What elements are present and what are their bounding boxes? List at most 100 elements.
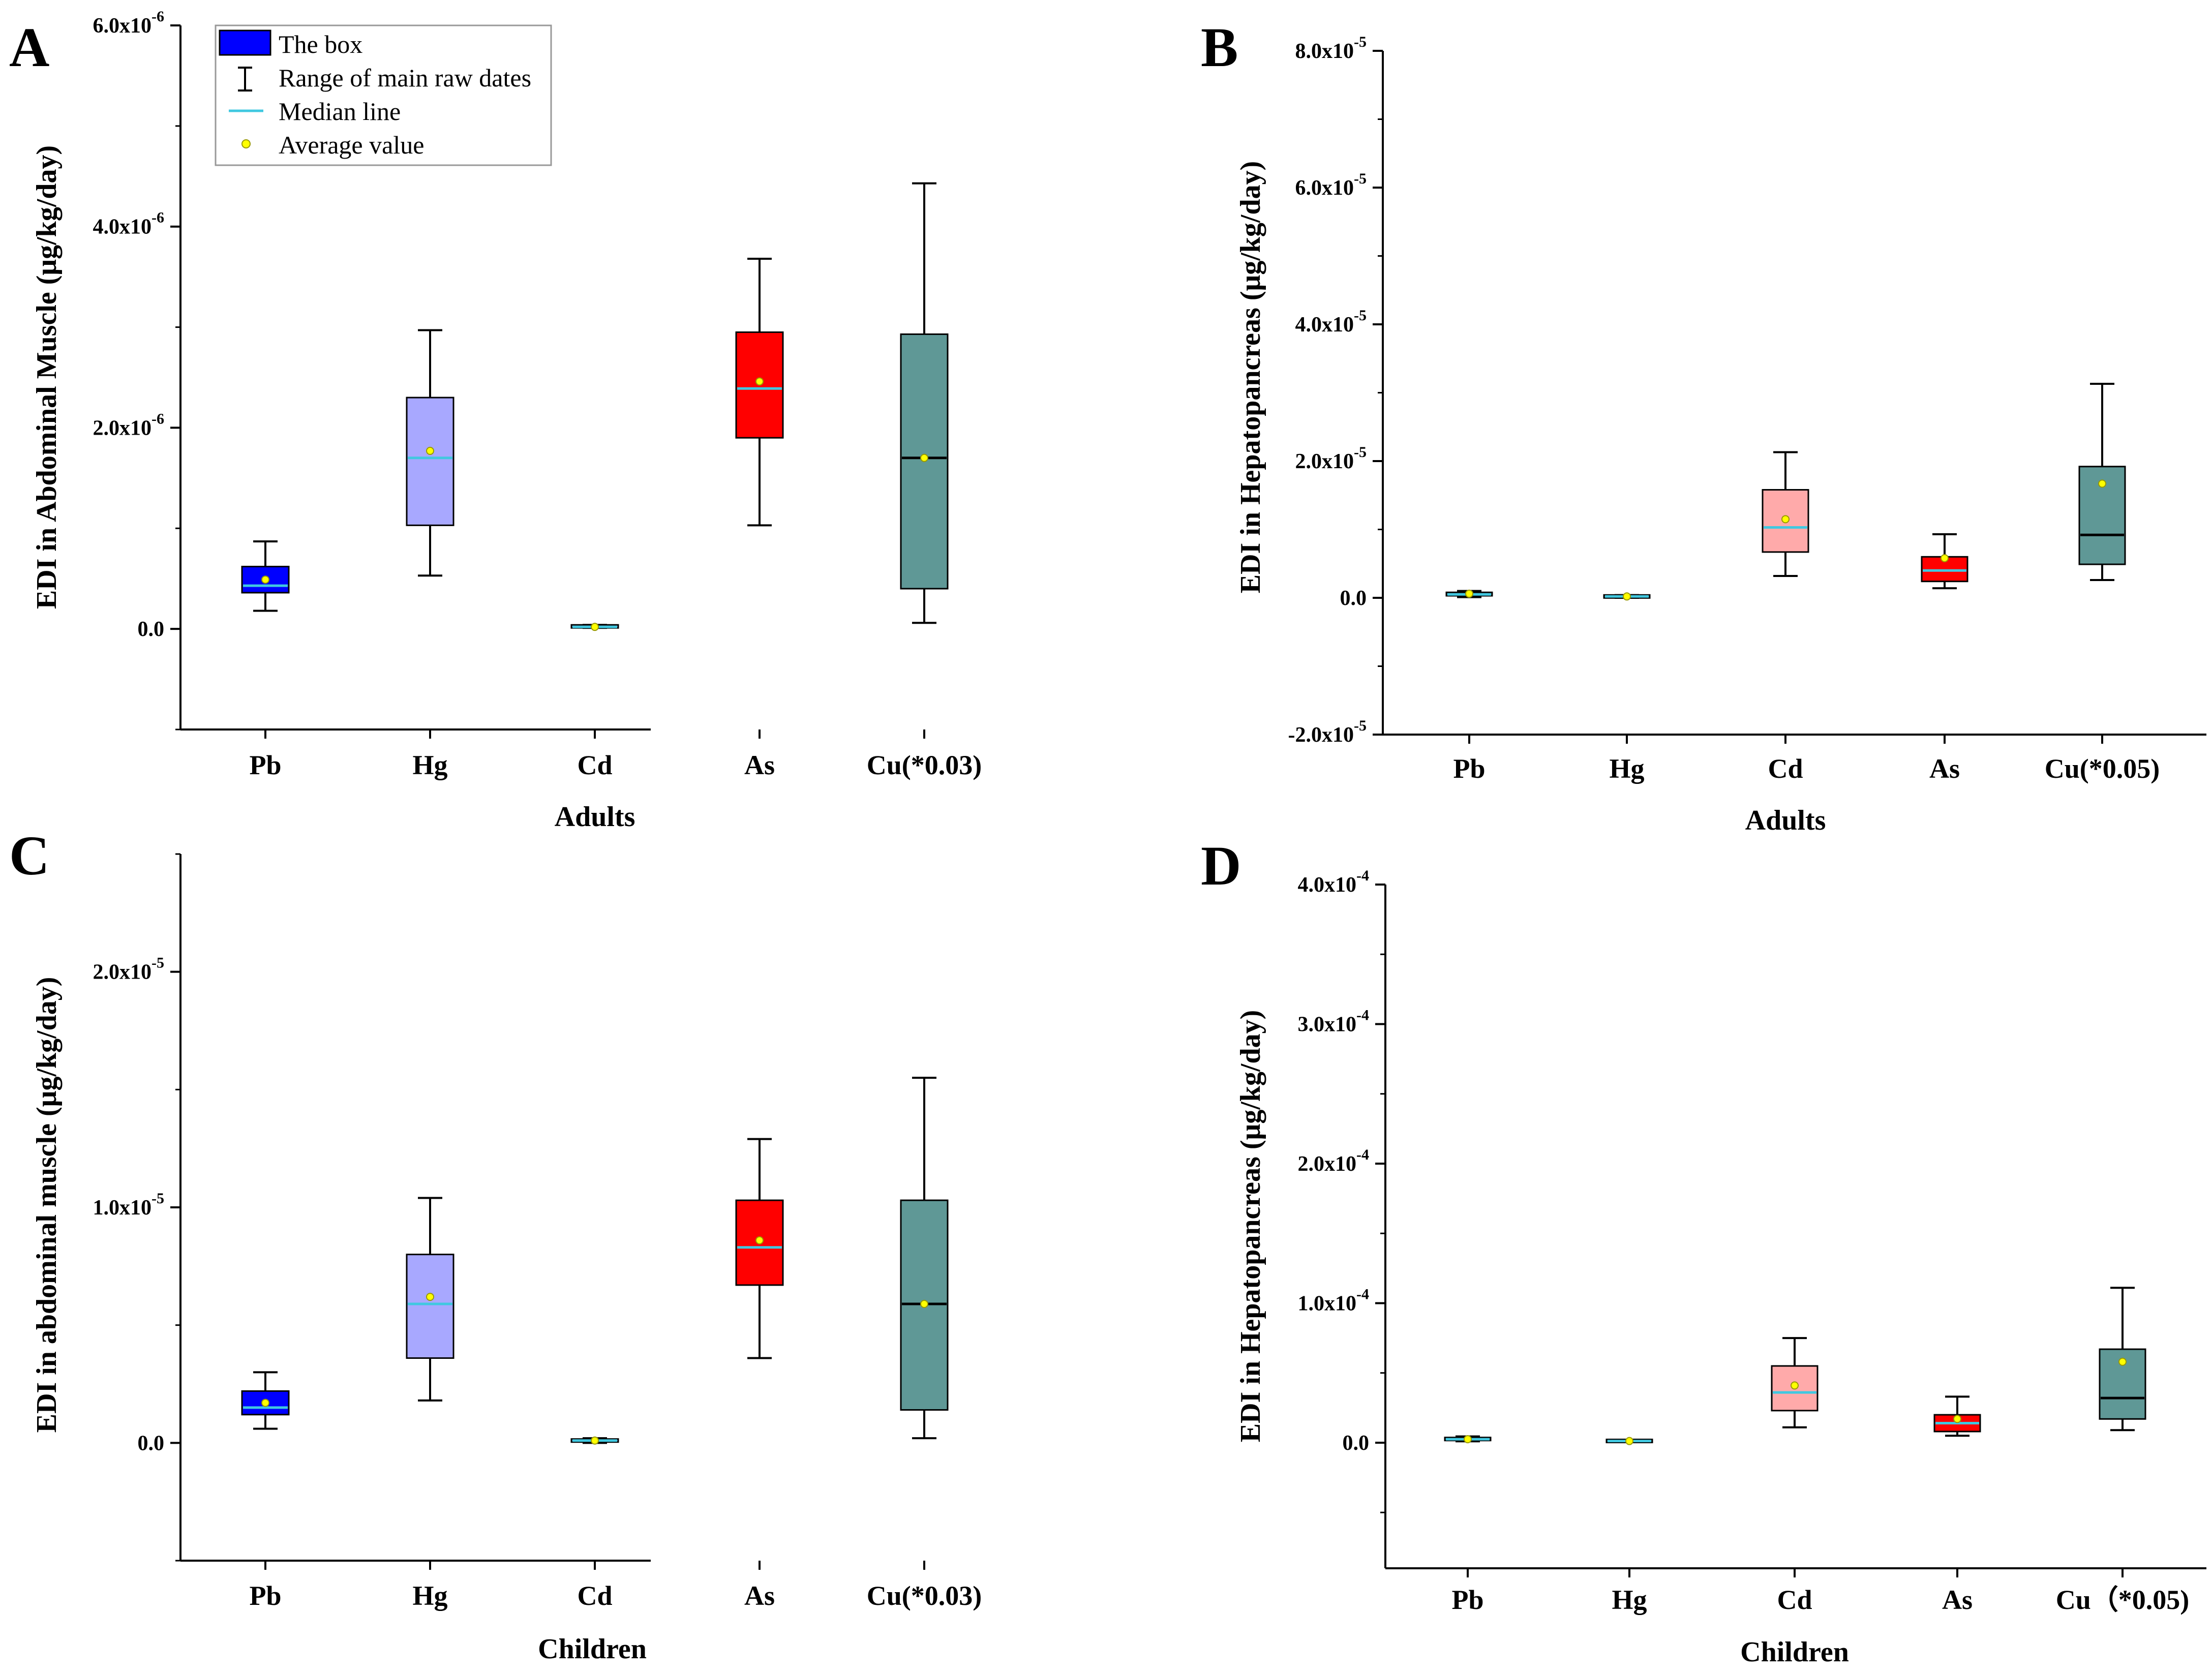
box-pb <box>1444 1435 1492 1444</box>
legend-frame <box>215 24 552 166</box>
x-tick-label: Hg <box>1612 1585 1647 1615</box>
chart-panel-b: -2.0x10-5 0.0 2.0x10-5 4.0x10-5 6.0x10-5 8.0x… <box>1235 34 2206 836</box>
box-as <box>735 1138 784 1359</box>
y-tick-label: 2.0x10-4 <box>1298 1146 1370 1176</box>
x-tick-label: Hg <box>412 1580 447 1611</box>
box-cd <box>1762 451 1809 577</box>
x-axis-title: Children <box>538 1633 647 1665</box>
x-tick-label: Pb <box>249 1580 281 1611</box>
mean-point <box>1623 592 1631 601</box>
x-tick-label: Hg <box>412 750 447 780</box>
mean-point <box>755 1236 764 1244</box>
mean-point <box>261 575 269 584</box>
box-cu <box>2078 383 2126 582</box>
legend: The box Range of main raw dates Median l… <box>215 24 552 166</box>
y-tick-label: 4.0x10-4 <box>1298 867 1370 897</box>
legend-mean-swatch <box>241 139 251 148</box>
box-as <box>735 258 784 527</box>
x-tick-label: Cd <box>577 750 612 780</box>
x-axis-title: Adults <box>555 801 635 833</box>
box-as <box>1933 1395 1981 1437</box>
y-tick-label: 0.0 <box>1343 1432 1370 1455</box>
y-tick-label: 6.0x10-6 <box>93 8 165 38</box>
x-tick-label: Cd <box>577 1580 612 1611</box>
panel-label-b: B <box>1201 16 1238 78</box>
mean-point <box>2118 1357 2127 1366</box>
mean-point <box>755 377 764 386</box>
y-tick-label: 2.0x10-6 <box>93 410 165 440</box>
y-tick-label: 2.0x10-5 <box>93 955 165 984</box>
mean-point <box>1941 554 1949 562</box>
mean-point <box>1791 1381 1799 1390</box>
legend-label-box: The box <box>279 30 362 58</box>
box-pb <box>241 540 290 612</box>
y-tick-label: 0.0 <box>138 618 165 641</box>
x-tick-label: As <box>1942 1585 1973 1615</box>
y-tick-label: 1.0x10-5 <box>93 1190 165 1220</box>
y-axis-title: EDI in Abdominal Muscle (μg/kg/day) <box>31 145 63 609</box>
box-cd <box>570 1436 619 1445</box>
x-tick-label: Cu(*0.03) <box>867 750 982 780</box>
y-tick-label: 0.0 <box>138 1432 165 1455</box>
x-axis-title: Children <box>1740 1636 1849 1668</box>
box-pb <box>241 1371 290 1430</box>
box-hg <box>1603 592 1651 601</box>
panel-label-a: A <box>9 16 49 78</box>
y-tick-label: 4.0x10-6 <box>93 209 165 239</box>
x-tick-label: Cu（*0.05) <box>2056 1585 2190 1615</box>
mean-point <box>1781 515 1790 524</box>
box-cu <box>900 1077 949 1440</box>
chart-panel-a: 0.0 2.0x10-6 4.0x10-6 6.0x10-6 EDI in Abdomi… <box>31 8 982 833</box>
box-pb <box>1445 589 1493 598</box>
y-tick-label: 8.0x10-5 <box>1295 34 1367 63</box>
x-axis-title: Adults <box>1745 805 1826 836</box>
y-tick-label: 4.0x10-5 <box>1295 307 1367 337</box>
y-tick-label: 3.0x10-4 <box>1298 1007 1370 1036</box>
x-tick-label: As <box>744 1580 775 1611</box>
x-tick-label: Cu(*0.03) <box>867 1580 982 1611</box>
legend-range-icon <box>238 67 252 92</box>
mean-point <box>426 446 434 455</box>
mean-point <box>920 453 928 462</box>
mean-point <box>1465 589 1473 598</box>
chart-panel-c: 0.0 1.0x10-5 2.0x10-5 EDI in abdominal musc… <box>31 853 982 1665</box>
box-cu <box>900 182 949 624</box>
box-cd <box>570 623 619 631</box>
box-as <box>1921 533 1968 590</box>
legend-box-swatch <box>219 29 271 56</box>
box-body <box>406 397 454 526</box>
y-axis-title: EDI in Hepatopancreas (μg/kg/day) <box>1235 161 1266 594</box>
y-tick-label: 0.0 <box>1340 587 1367 610</box>
box-hg <box>406 1197 454 1402</box>
box-cd <box>1771 1337 1819 1428</box>
box-body <box>241 565 290 594</box>
mean-point <box>1953 1415 1961 1423</box>
legend-label-range: Range of main raw dates <box>279 64 531 92</box>
mean-point <box>261 1398 269 1407</box>
x-tick-label: As <box>744 750 775 780</box>
mean-point <box>920 1299 928 1308</box>
chart-panel-d: 0.0 1.0x10-4 2.0x10-4 3.0x10-4 4.0x10-4 EDI i… <box>1235 867 2206 1668</box>
box-hg <box>1605 1437 1653 1445</box>
mean-point <box>1625 1437 1633 1445</box>
mean-point <box>1464 1435 1472 1444</box>
mean-point <box>591 623 599 631</box>
x-tick-label: Pb <box>1453 753 1485 784</box>
x-tick-label: Pb <box>1451 1585 1483 1615</box>
y-tick-label: 1.0x10-4 <box>1298 1286 1370 1315</box>
y-axis-title: EDI in Hepatopancreas (μg/kg/day) <box>1235 1010 1266 1443</box>
legend-label-median: Median line <box>279 97 401 126</box>
mean-point <box>2098 479 2106 488</box>
box-body <box>406 1254 454 1359</box>
x-tick-label: Cu(*0.05) <box>2045 753 2160 784</box>
x-tick-label: Cd <box>1768 753 1803 784</box>
panel-label-c: C <box>9 825 49 887</box>
x-tick-label: Cd <box>1777 1585 1812 1615</box>
y-tick-label: 6.0x10-5 <box>1295 170 1367 200</box>
x-tick-label: As <box>1929 753 1960 784</box>
y-tick-label: -2.0x10-5 <box>1288 717 1367 747</box>
x-tick-label: Hg <box>1609 753 1644 784</box>
panel-label-d: D <box>1201 835 1241 897</box>
x-tick-label: Pb <box>249 750 281 780</box>
